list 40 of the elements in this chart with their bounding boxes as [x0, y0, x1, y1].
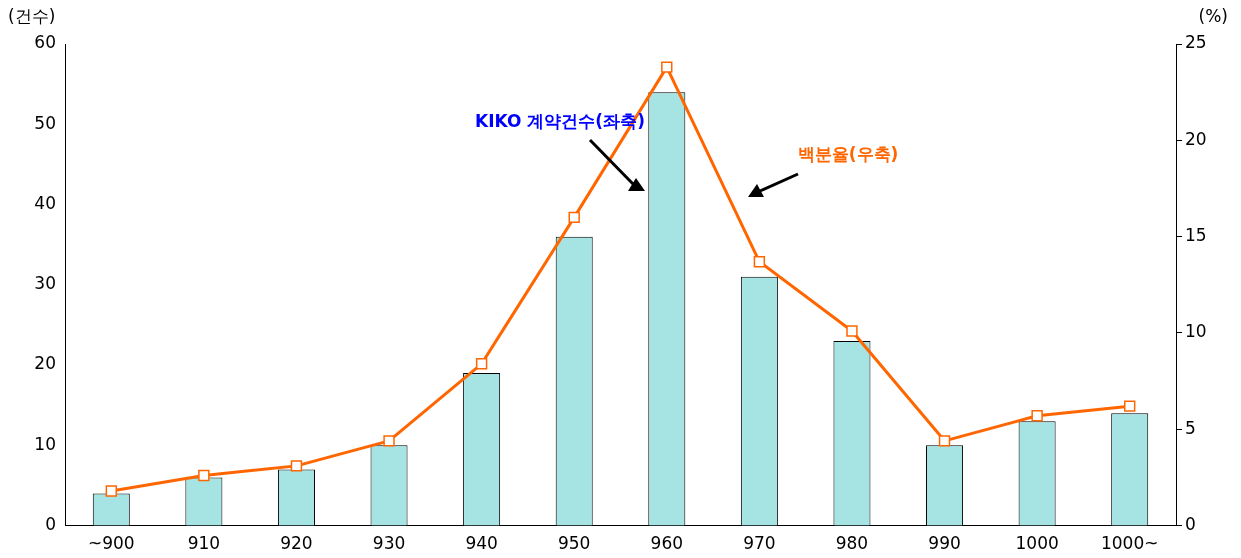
point [198, 469, 210, 482]
x-tick-label: 1000~ [1100, 533, 1159, 554]
y2-tick-label: 10 [1185, 321, 1207, 342]
y2-tick-label: 15 [1185, 225, 1207, 246]
y-tick-label: 0 [45, 514, 56, 535]
y-tick-label: 10 [34, 433, 56, 454]
x-tick-label: 990 [928, 533, 961, 554]
point [938, 435, 951, 447]
y2-tick-label: 0 [1185, 514, 1196, 535]
point [568, 211, 580, 224]
point [475, 358, 488, 370]
point [661, 61, 673, 73]
point [753, 255, 766, 268]
x-tick-label: 940 [465, 533, 498, 554]
point [1031, 410, 1043, 422]
point [846, 325, 858, 337]
y-tick-label: 40 [34, 192, 56, 213]
y-axis-title: (건수) [8, 6, 56, 27]
y2-tick-label: 20 [1185, 128, 1207, 149]
x-tick-label: 970 [743, 533, 776, 554]
point [290, 460, 303, 472]
y2-tick-label: 5 [1185, 417, 1196, 438]
y2-axis-title: (%) [1198, 6, 1228, 27]
x-tick-label: 930 [372, 533, 406, 554]
point [105, 485, 117, 497]
x-tick-label: 980 [835, 533, 869, 554]
x-tick-label: 1000 [1015, 533, 1059, 554]
point [383, 435, 395, 447]
x-tick-label: ~900 [87, 533, 135, 554]
y-tick-label: 60 [34, 32, 56, 53]
y2-tick-label: 25 [1185, 32, 1207, 53]
x-tick-label: 920 [280, 533, 313, 554]
y-tick-label: 50 [34, 112, 56, 133]
x-tick-label: 950 [557, 533, 591, 554]
x-tick-label: 960 [650, 533, 684, 554]
y-tick-label: 30 [34, 273, 56, 294]
point [1124, 400, 1136, 412]
text: 백분율(우축) [797, 144, 899, 165]
y-tick-label: 20 [34, 353, 56, 374]
x-tick-label: 910 [187, 533, 221, 554]
